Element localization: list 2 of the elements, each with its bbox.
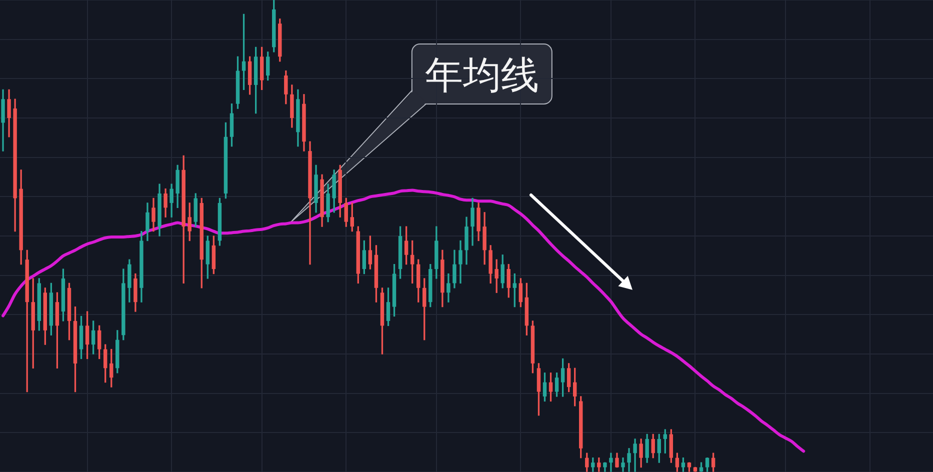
annotation: 年均线 (425, 52, 539, 97)
candlestick (609, 452, 613, 472)
